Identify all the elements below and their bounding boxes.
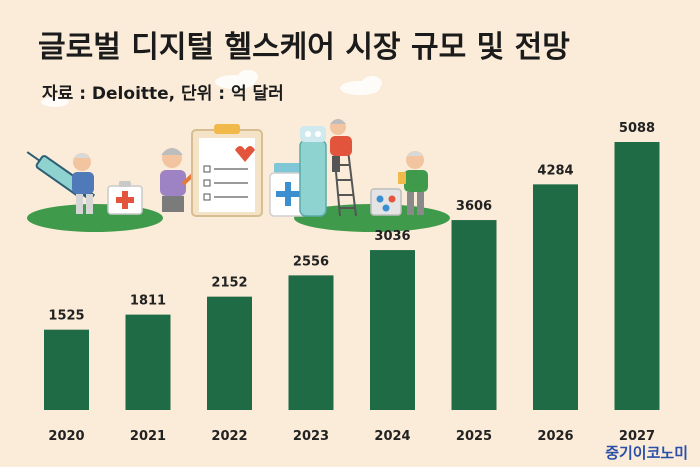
- value-labels-layer: 1525 1811 2152 2556 3036 3606 4284 5088: [48, 121, 655, 324]
- bar-2022: [207, 296, 252, 410]
- elderly-man-phone-icon: [398, 151, 428, 215]
- x-axis-ticks-layer: 2020 2021 2022 2023 2024 2025 2026 2027: [48, 429, 655, 444]
- value-label-2025: 3606: [456, 199, 492, 214]
- value-label-2020: 1525: [48, 309, 84, 324]
- pill-tower-icon: [299, 126, 357, 217]
- first-aid-kit-icon: [107, 181, 143, 215]
- grandma-icon: [160, 148, 200, 212]
- x-tick-2025: 2025: [456, 429, 492, 444]
- healthcare-illustration: [26, 119, 450, 232]
- clipboard-icon: [191, 124, 263, 217]
- climbing-person-icon: [330, 119, 352, 172]
- bar-2025: [451, 220, 497, 410]
- pill-box-icon: [370, 188, 402, 216]
- x-tick-2026: 2026: [537, 429, 573, 444]
- bar-2027: [614, 142, 660, 410]
- chart-title: 글로벌 디지털 헬스케어 시장 규모 및 전망: [38, 30, 570, 65]
- x-tick-2021: 2021: [130, 429, 166, 444]
- medicine-bottle-icon: [269, 163, 307, 217]
- value-label-2027: 5088: [619, 121, 655, 136]
- x-tick-2020: 2020: [48, 429, 84, 444]
- bar-2020: [44, 329, 89, 410]
- value-label-2024: 3036: [374, 229, 410, 244]
- value-label-2021: 1811: [130, 294, 166, 309]
- brand-logo: 중기이코노미: [605, 444, 688, 462]
- bar-2021: [125, 314, 171, 410]
- x-tick-2023: 2023: [293, 429, 329, 444]
- bars-layer: [44, 142, 660, 410]
- bar-2023: [288, 275, 334, 410]
- value-label-2023: 2556: [293, 254, 329, 269]
- x-tick-2027: 2027: [619, 429, 655, 444]
- cloud-decoration: [41, 70, 382, 107]
- x-tick-2024: 2024: [374, 429, 410, 444]
- elderly-man-icon: [72, 153, 94, 214]
- chart-source: 자료 : Deloitte, 단위 : 억 달러: [42, 83, 284, 104]
- bar-2024: [370, 250, 415, 410]
- value-label-2022: 2152: [211, 276, 247, 291]
- x-tick-2022: 2022: [211, 429, 247, 444]
- bar-2026: [533, 184, 578, 410]
- value-label-2026: 4284: [537, 163, 573, 178]
